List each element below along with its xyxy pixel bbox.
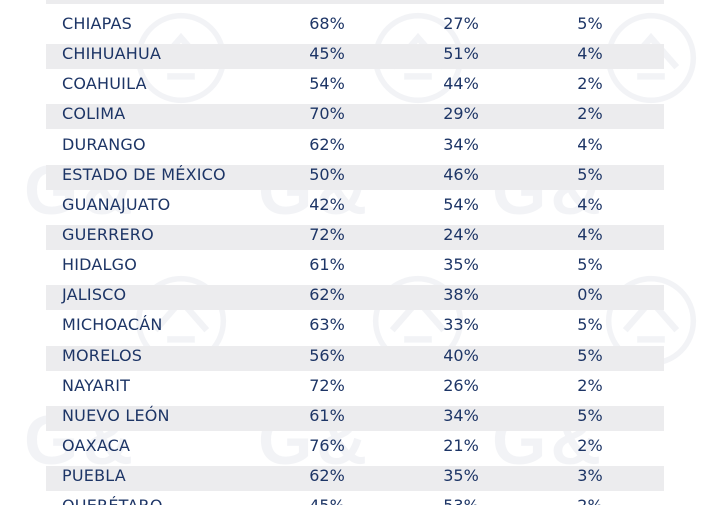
percent-cell: 72% xyxy=(309,375,345,395)
percent-cell: 34% xyxy=(443,405,479,425)
table-row: NAYARIT 72% 26% 2% xyxy=(46,371,664,401)
state-name: GUERRERO xyxy=(62,225,154,245)
state-name: COLIMA xyxy=(62,104,126,124)
table-row: DURANGO 62% 34% 4% xyxy=(46,130,664,160)
percent-cell: 72% xyxy=(309,225,345,245)
percent-cell: 35% xyxy=(443,255,479,275)
state-name: OAXACA xyxy=(62,436,131,456)
percent-cell: 63% xyxy=(309,315,345,335)
percent-cell: 5% xyxy=(577,405,603,425)
state-name: CHIHUAHUA xyxy=(62,44,162,64)
state-name: COAHUILA xyxy=(62,74,147,94)
state-name: PUEBLA xyxy=(62,466,126,486)
percent-cell: 21% xyxy=(443,436,479,456)
results-table: CHIAPAS 68% 27% 5% CHIHUAHUA 45% 51% 4% COAHUILA… xyxy=(46,0,664,505)
state-name: GUANAJUATO xyxy=(62,194,171,214)
percent-cell: 4% xyxy=(577,194,603,214)
percent-cell: 50% xyxy=(309,164,345,184)
percent-cell: 34% xyxy=(443,134,479,154)
percent-cell: 2% xyxy=(577,436,603,456)
percent-cell: 46% xyxy=(443,164,479,184)
table-row: COLIMA 70% 29% 2% xyxy=(46,99,664,130)
table-row: JALISCO 62% 38% 0% xyxy=(46,280,664,311)
percent-cell: 61% xyxy=(309,405,345,425)
table-row: GUERRERO 72% 24% 4% xyxy=(46,220,664,251)
percent-cell: 2% xyxy=(560,491,620,505)
state-name: MICHOACÁN xyxy=(62,315,163,335)
percent-cell: 42% xyxy=(309,194,345,214)
state-name: JALISCO xyxy=(62,285,127,305)
table-row: NUEVO LEÓN 61% 34% 5% xyxy=(46,401,664,431)
table-top-strip xyxy=(46,0,664,4)
table-row: COAHUILA 54% 44% 2% xyxy=(46,69,664,99)
percent-cell: 45% xyxy=(309,44,345,64)
table-body: CHIAPAS 68% 27% 5% CHIHUAHUA 45% 51% 4% COAHUILA… xyxy=(46,9,664,505)
table-row: QUERÉTARO 45% 53% 2% xyxy=(46,491,664,505)
table-row: MICHOACÁN 63% 33% 5% xyxy=(46,310,664,340)
percent-cell: 0% xyxy=(577,285,603,305)
table-row: GUANAJUATO 42% 54% 4% xyxy=(46,190,664,220)
percent-cell: 5% xyxy=(577,164,603,184)
percent-cell: 5% xyxy=(577,345,603,365)
table-row: CHIHUAHUA 45% 51% 4% xyxy=(46,39,664,70)
table-row: MORELOS 56% 40% 5% xyxy=(46,341,664,371)
percent-cell: 5% xyxy=(577,14,603,34)
percent-cell: 45% xyxy=(297,491,357,505)
percent-cell: 24% xyxy=(443,225,479,245)
percent-cell: 56% xyxy=(309,345,345,365)
percent-cell: 5% xyxy=(577,315,603,335)
percent-cell: 29% xyxy=(443,104,479,124)
percent-cell: 4% xyxy=(577,225,603,245)
percent-cell: 53% xyxy=(431,491,491,505)
table-row: ESTADO DE MÉXICO 50% 46% 5% xyxy=(46,160,664,190)
percent-cell: 38% xyxy=(443,285,479,305)
table-row: OAXACA 76% 21% 2% xyxy=(46,431,664,461)
percent-cell: 62% xyxy=(309,466,345,486)
table-row: PUEBLA 62% 35% 3% xyxy=(46,461,664,492)
percent-cell: 2% xyxy=(577,74,603,94)
percent-cell: 76% xyxy=(309,436,345,456)
percent-cell: 62% xyxy=(309,134,345,154)
percent-cell: 54% xyxy=(309,74,345,94)
percent-cell: 70% xyxy=(309,104,345,124)
percent-cell: 68% xyxy=(309,14,345,34)
percent-cell: 54% xyxy=(443,194,479,214)
percent-cell: 4% xyxy=(577,44,603,64)
table-row: HIDALGO 61% 35% 5% xyxy=(46,250,664,280)
table-row: CHIAPAS 68% 27% 5% xyxy=(46,9,664,39)
percent-cell: 5% xyxy=(577,255,603,275)
percent-cell: 61% xyxy=(309,255,345,275)
percent-cell: 40% xyxy=(443,345,479,365)
state-name: QUERÉTARO xyxy=(62,491,163,505)
percent-cell: 33% xyxy=(443,315,479,335)
state-name: DURANGO xyxy=(62,134,146,154)
state-name: ESTADO DE MÉXICO xyxy=(62,164,226,184)
percent-cell: 51% xyxy=(443,44,479,64)
state-name: NUEVO LEÓN xyxy=(62,405,170,425)
percent-cell: 4% xyxy=(577,134,603,154)
state-name: HIDALGO xyxy=(62,255,138,275)
percent-cell: 3% xyxy=(577,466,603,486)
state-name: MORELOS xyxy=(62,345,143,365)
percent-cell: 2% xyxy=(577,104,603,124)
percent-cell: 35% xyxy=(443,466,479,486)
percent-cell: 26% xyxy=(443,375,479,395)
percent-cell: 62% xyxy=(309,285,345,305)
percent-cell: 44% xyxy=(443,74,479,94)
state-name: CHIAPAS xyxy=(62,14,132,34)
percent-cell: 27% xyxy=(443,14,479,34)
percent-cell: 2% xyxy=(577,375,603,395)
state-name: NAYARIT xyxy=(62,375,131,395)
